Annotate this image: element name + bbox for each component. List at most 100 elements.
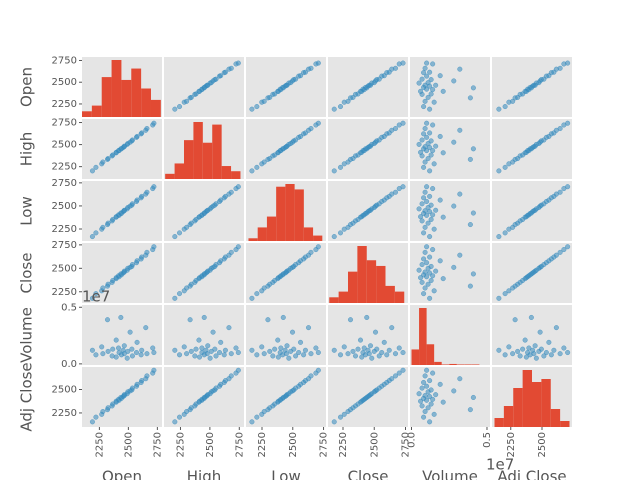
scatter-point [181, 344, 187, 350]
scatter-point [496, 347, 502, 353]
scatter-point [400, 184, 406, 190]
x-tick-label: 2750 [319, 432, 330, 457]
scatter-point [428, 152, 434, 158]
scatter-point [308, 249, 314, 255]
row-label: Open [18, 67, 36, 107]
scatter-point [129, 137, 135, 143]
scatter-point [89, 234, 95, 240]
scatter-cell [172, 244, 241, 301]
scatter-point [367, 343, 374, 349]
scatter-point [144, 189, 150, 195]
scatter-point [134, 197, 140, 203]
scatter-point [207, 355, 213, 361]
scatter-point [129, 262, 135, 268]
scatter-point [151, 184, 157, 190]
scatter-point [218, 73, 224, 79]
scatter-point [427, 106, 433, 112]
scatter-point [427, 193, 433, 199]
scatter-point [222, 347, 228, 353]
histogram-bar [456, 364, 465, 365]
scatter-point [89, 168, 95, 174]
histogram-bar [82, 111, 92, 117]
scatter-point [425, 405, 431, 411]
scatter-point [419, 403, 425, 409]
scatter-point [515, 348, 521, 354]
scatter-point [99, 344, 105, 350]
scatter-point [392, 373, 399, 379]
scatter-point [427, 393, 433, 400]
scatter-point [451, 388, 457, 394]
scatter-cell [496, 184, 571, 240]
scatter-point [308, 65, 314, 71]
scatter-point [221, 352, 227, 358]
histogram-bar [329, 297, 339, 303]
scatter-point [428, 77, 434, 83]
histogram-bar [560, 421, 570, 427]
y-tick-label: 0.0 [61, 359, 77, 370]
scatter-point [172, 295, 178, 301]
scatter-point [418, 149, 424, 155]
y-tick-label: 2250 [52, 408, 77, 419]
scatter-point [457, 191, 463, 197]
scatter-point [532, 343, 538, 349]
scatter-point [235, 60, 241, 66]
scatter-point [451, 139, 457, 145]
scatter-point [427, 295, 433, 301]
scatter-point [150, 345, 156, 351]
scatter-point [392, 351, 399, 357]
scatter-point [93, 291, 99, 297]
scatter-point [296, 349, 302, 356]
scatter-point [184, 351, 190, 357]
scatter-point [293, 76, 299, 82]
column-label: Volume [422, 468, 478, 480]
scatter-point [451, 78, 457, 84]
histogram-bar [276, 186, 286, 241]
scatter-point [427, 419, 433, 425]
scatter-point [213, 353, 219, 359]
scatter-point [546, 339, 552, 345]
y-tick-label: 0.5 [61, 302, 77, 313]
column-label: High [187, 468, 221, 480]
scatter-point [421, 164, 427, 170]
x-tick-label: 2250 [257, 432, 268, 457]
scatter-cell [496, 314, 571, 361]
scatter-point [341, 411, 347, 417]
y-tick-label: 2750 [52, 178, 77, 189]
histogram-bar [449, 363, 457, 365]
scatter-point [425, 220, 431, 226]
x-tick-label: 2500 [369, 432, 380, 457]
scatter-point [261, 98, 267, 104]
scatter-point [451, 203, 457, 209]
y-tick-label: 2250 [52, 287, 77, 298]
scatter-cell [416, 60, 476, 112]
scatter-point [376, 353, 382, 359]
histogram-bar [313, 235, 323, 241]
histogram-bar [193, 122, 203, 179]
scatter-point [422, 249, 428, 255]
scatter-point [235, 244, 241, 250]
scatter-point [561, 345, 567, 351]
scatter-cell [331, 184, 406, 240]
scatter-point [422, 125, 428, 132]
x-tick-label: 2750 [234, 432, 245, 457]
x-tick-label: 2250 [506, 432, 517, 457]
scatter-point [222, 193, 228, 199]
scatter-point [428, 91, 434, 97]
histogram-bar [338, 291, 348, 303]
scatter-point [275, 337, 281, 343]
scatter-point [422, 65, 428, 71]
scatter-point [176, 230, 183, 236]
scatter-point [422, 393, 428, 399]
scatter-point [196, 354, 203, 360]
scatter-point [139, 347, 145, 353]
scatter-point [422, 159, 428, 165]
scatter-point [384, 352, 390, 358]
scatter-point [428, 216, 434, 223]
x-tick-label: 2250 [94, 432, 105, 457]
row-label: Volume [18, 307, 36, 363]
scatter-point [523, 354, 529, 360]
scatter-point [176, 104, 183, 110]
row-label: Close [18, 253, 36, 294]
scatter-point [201, 314, 207, 321]
